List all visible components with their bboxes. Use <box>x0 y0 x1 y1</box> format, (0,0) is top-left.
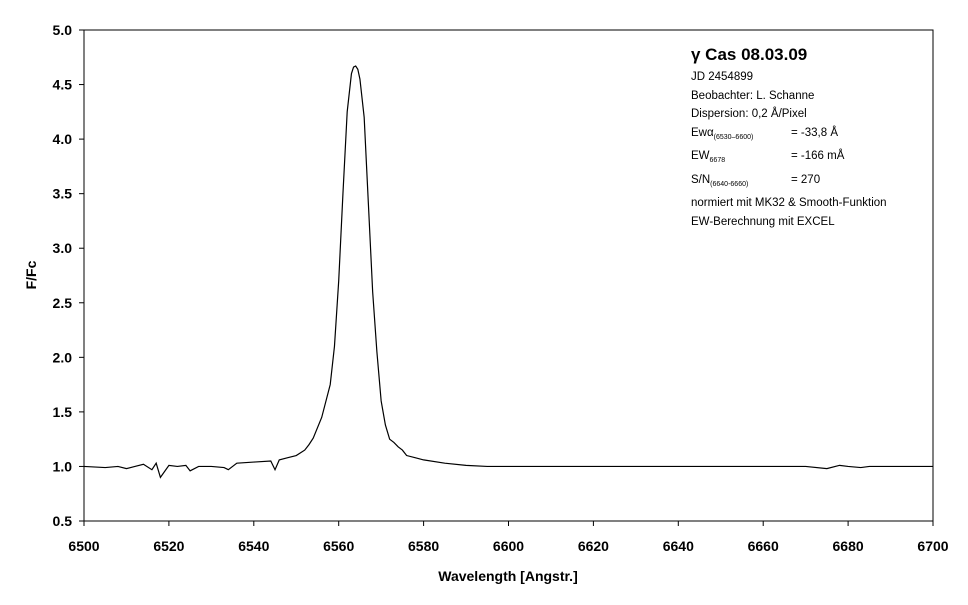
x-tick-label: 6680 <box>833 538 864 554</box>
julian-date: JD 2454899 <box>691 71 754 83</box>
x-tick-label: 6580 <box>408 538 439 554</box>
y-tick-label: 4.0 <box>53 131 73 147</box>
ew-6678-value: = -166 mÅ <box>791 150 845 162</box>
signal-to-noise: S/N(6640-6660) = 270 <box>691 171 941 195</box>
y-tick-label: 1.0 <box>53 458 73 474</box>
ew-halpha-range: (6530–6600) <box>713 133 754 141</box>
ew-halpha-value: = -33,8 Å <box>791 126 838 139</box>
ew-6678-sub: 6678 <box>709 157 726 164</box>
x-axis-title: Wavelength [Angstr.] <box>438 568 578 584</box>
y-axis: 0.5 1.0 1.5 2.0 2.5 3.0 3.5 4.0 4.5 5.0 <box>53 22 84 529</box>
dispersion: Dispersion: 0,2 Å/Pixel <box>691 108 807 120</box>
x-tick-label: 6700 <box>917 538 948 554</box>
x-tick-label: 6640 <box>663 538 694 554</box>
y-tick-label: 1.5 <box>53 404 73 420</box>
sn-value: = 270 <box>791 173 821 186</box>
x-tick-label: 6520 <box>153 538 184 554</box>
y-tick-label: 2.0 <box>53 349 73 365</box>
y-tick-label: 4.5 <box>53 77 73 93</box>
y-tick-label: 5.0 <box>53 22 73 38</box>
equivalent-width-halpha: Ewα(6530–6600) = -33,8 Å <box>691 124 941 148</box>
annotation-title: γ Cas 08.03.09 <box>691 45 808 64</box>
sn-range: (6640-6660) <box>710 180 749 188</box>
x-tick-label: 6660 <box>748 538 779 554</box>
x-tick-label: 6560 <box>323 538 354 554</box>
normalization-note: normiert mit MK32 & Smooth-Funktion <box>691 197 887 209</box>
x-tick-label: 6540 <box>238 538 269 554</box>
x-axis: 6500 6520 6540 6560 6580 6600 6620 6640 6660 6680… <box>68 521 949 554</box>
equivalent-width-6678: EW6678 = -166 mÅ <box>691 147 941 171</box>
ew-calculation-note: EW-Berechnung mit EXCEL <box>691 215 835 228</box>
annotation-box: γ Cas 08.03.09 JD 2454899 Beobachter: L.… <box>691 44 941 231</box>
sn-label: S/N <box>691 173 711 186</box>
x-tick-label: 6620 <box>578 538 609 554</box>
y-tick-label: 3.5 <box>53 186 73 202</box>
ew-halpha-label: Ewα <box>691 126 714 139</box>
x-tick-label: 6500 <box>68 538 99 554</box>
plot-area <box>83 29 934 522</box>
observer: Beobachter: L. Schanne <box>691 89 815 102</box>
spectrum-line <box>83 65 933 479</box>
y-tick-label: 0.5 <box>53 513 73 529</box>
ew-6678-label: EW <box>691 150 710 162</box>
y-tick-label: 3.0 <box>53 240 73 256</box>
y-tick-label: 2.5 <box>53 295 73 311</box>
x-tick-label: 6600 <box>493 538 524 554</box>
y-axis-title: F/Fc <box>23 260 39 289</box>
